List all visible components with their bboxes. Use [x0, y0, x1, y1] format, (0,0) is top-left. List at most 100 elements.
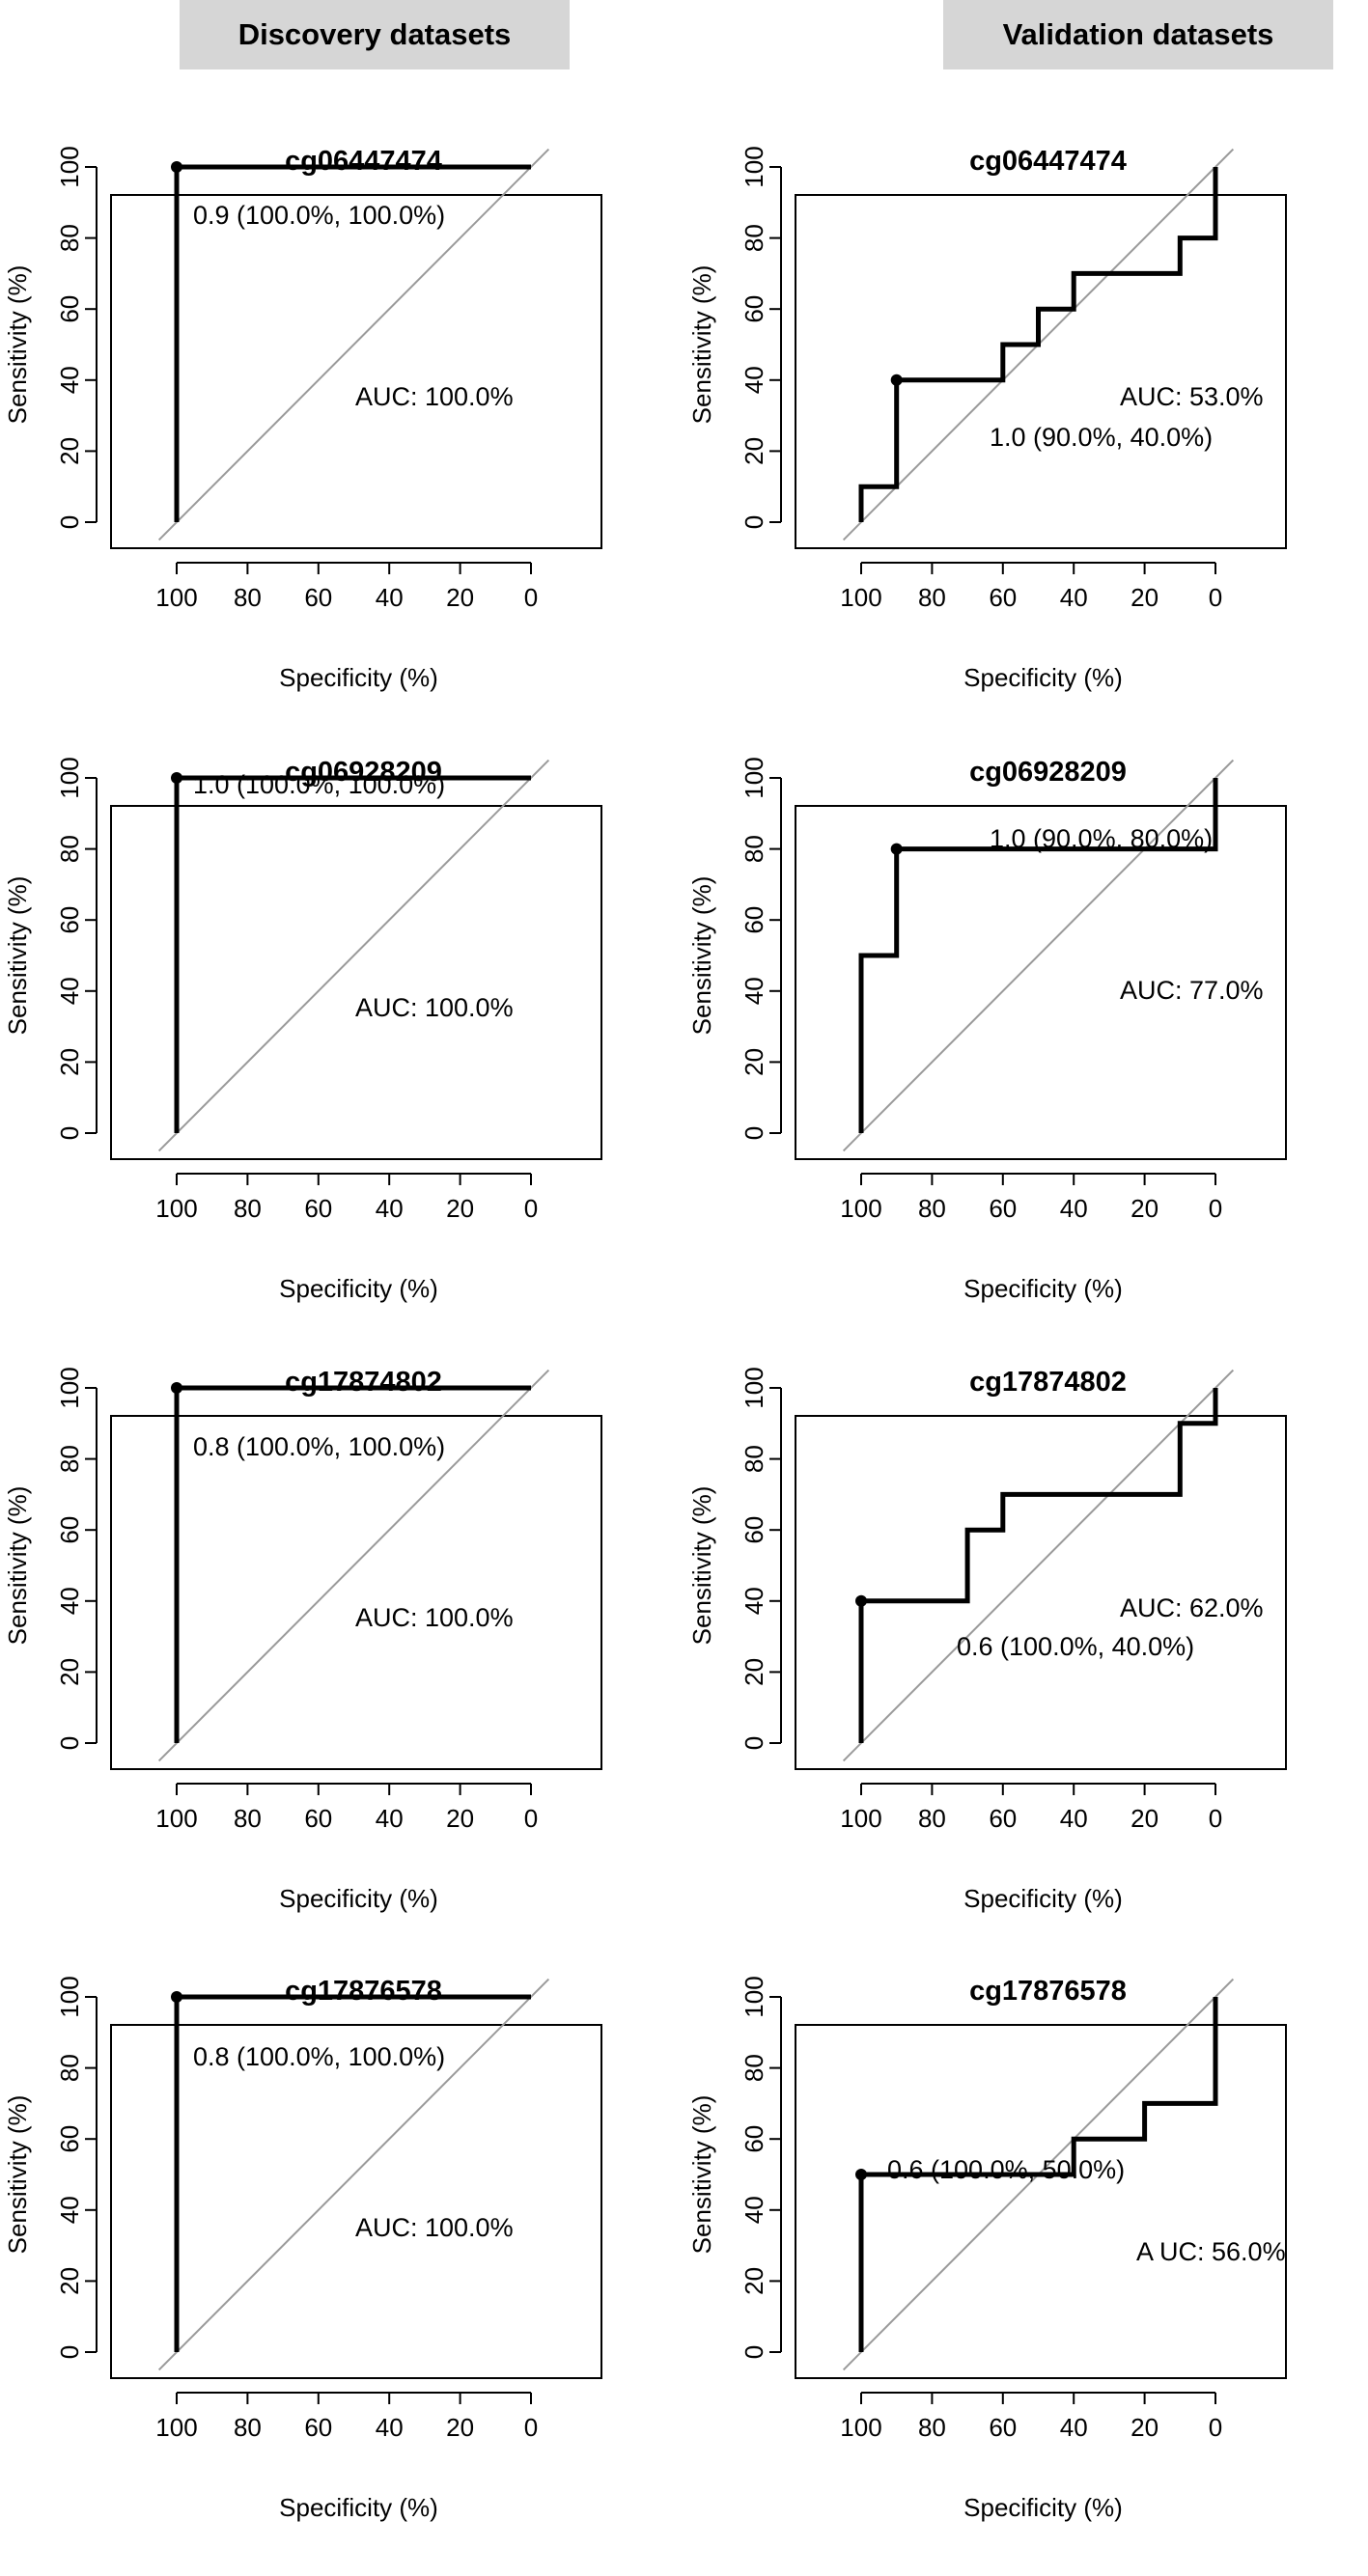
y-tick-label: 40 [740, 977, 768, 1005]
y-axis-title: Sensitivity (%) [687, 265, 716, 425]
reference-diagonal-line [157, 759, 550, 1152]
y-tick-label: 0 [55, 515, 84, 529]
roc-chart-cg06928209-discovery: cg06928209 0 20 40 60 80 100 100 80 60 40 20 0 Specif… [3, 757, 602, 1303]
threshold-label: 1.0 (90.0%, 40.0%) [990, 423, 1213, 452]
x-tick-label: 0 [524, 2413, 538, 2442]
auc-label: AUC: 100.0% [355, 382, 514, 411]
x-tick-label: 80 [234, 1804, 262, 1833]
x-tick-label: 60 [989, 1804, 1017, 1833]
x-tick-label: 60 [304, 1804, 332, 1833]
chart-title: cg06447474 [285, 146, 442, 177]
plot-frame [110, 194, 602, 549]
x-tick-label: 0 [1209, 1804, 1222, 1833]
auc-label: AUC: 62.0% [1120, 1593, 1264, 1622]
y-tick-label: 0 [55, 1736, 84, 1750]
x-tick-label: 20 [1131, 1804, 1159, 1833]
chart-title: cg17874802 [969, 1367, 1127, 1398]
x-tick-label: 20 [1131, 583, 1159, 612]
y-tick-label: 20 [740, 2267, 768, 2295]
x-tick-label: 40 [376, 583, 404, 612]
y-tick-label: 100 [740, 1367, 768, 1408]
y-tick-label: 60 [55, 1516, 84, 1544]
roc-curve-line [858, 1388, 1218, 1743]
threshold-point [171, 161, 182, 173]
reference-diagonal-line [157, 148, 550, 541]
roc-chart-cg17876578-discovery: cg17876578 0 20 40 60 80 100 100 80 60 40 20 0 Specif… [3, 1976, 602, 2522]
roc-curve-line [858, 167, 1218, 522]
y-axis-title: Sensitivity (%) [3, 2095, 32, 2255]
x-tick-label: 0 [1209, 2413, 1222, 2442]
y-tick-label: 60 [740, 1516, 768, 1544]
y-tick-label: 100 [55, 1367, 84, 1408]
x-tick-label: 60 [989, 1194, 1017, 1223]
y-tick-label: 100 [740, 1976, 768, 2017]
y-tick-label: 60 [55, 906, 84, 934]
x-tick-label: 100 [155, 1194, 197, 1223]
threshold-point [855, 1594, 867, 1607]
y-tick-label: 0 [740, 1736, 768, 1750]
y-tick-label: 60 [740, 2125, 768, 2153]
threshold-label: 1.0 (90.0%, 80.0%) [990, 824, 1213, 853]
plot-frame [795, 2024, 1287, 2379]
x-tick-label: 0 [1209, 583, 1222, 612]
x-axis-title: Specificity (%) [963, 1884, 1123, 1913]
discovery-datasets-header: Discovery datasets [180, 0, 570, 69]
threshold-label: 1.0 (100.0%, 100.0%) [193, 770, 445, 799]
x-axis-title: Specificity (%) [963, 1274, 1123, 1303]
y-tick-label: 40 [740, 1587, 768, 1615]
x-tick-label: 40 [1060, 583, 1088, 612]
auc-label: AUC: 77.0% [1120, 976, 1264, 1005]
threshold-point [890, 374, 903, 386]
y-axis-title: Sensitivity (%) [687, 876, 716, 1036]
y-tick-label: 100 [740, 146, 768, 187]
y-tick-label: 80 [55, 224, 84, 252]
x-tick-label: 0 [524, 1194, 538, 1223]
x-tick-label: 40 [1060, 2413, 1088, 2442]
y-tick-label: 80 [740, 1445, 768, 1473]
x-tick-label: 100 [840, 1194, 881, 1223]
y-tick-label: 100 [55, 757, 84, 798]
y-axis-title: Sensitivity (%) [3, 876, 32, 1036]
reference-diagonal-line [157, 1978, 550, 2371]
x-tick-label: 60 [304, 583, 332, 612]
x-tick-label: 100 [155, 2413, 197, 2442]
x-tick-label: 80 [234, 2413, 262, 2442]
x-tick-label: 80 [918, 1194, 946, 1223]
y-tick-label: 0 [55, 2345, 84, 2359]
roc-curve-line [858, 1997, 1218, 2352]
plot-frame [110, 1415, 602, 1770]
roc-chart-cg17874802-validation: cg17874802 0 20 40 60 80 100 100 80 60 40 20 0 Specif… [687, 1367, 1287, 1913]
x-axis-title: Specificity (%) [279, 2493, 438, 2522]
y-tick-label: 80 [55, 2054, 84, 2082]
x-tick-label: 0 [524, 1804, 538, 1833]
x-tick-label: 60 [989, 2413, 1017, 2442]
x-tick-label: 60 [989, 583, 1017, 612]
validation-datasets-header: Validation datasets [943, 0, 1333, 69]
roc-chart-cg06928209-validation: cg06928209 0 20 40 60 80 100 100 80 60 40 20 0 Specif… [687, 757, 1287, 1303]
x-tick-label: 20 [1131, 1194, 1159, 1223]
auc-label: A UC: 56.0% [1136, 2237, 1286, 2266]
y-tick-label: 80 [55, 1445, 84, 1473]
y-tick-label: 20 [55, 2267, 84, 2295]
y-tick-label: 60 [55, 295, 84, 323]
y-tick-label: 40 [740, 366, 768, 394]
chart-title: cg17876578 [285, 1976, 442, 2007]
x-tick-label: 100 [840, 1804, 881, 1833]
roc-chart-cg06447474-validation: cg06447474 0 20 40 60 80 100 100 80 60 40 20 0 Specif… [687, 146, 1287, 692]
x-tick-label: 20 [446, 1804, 474, 1833]
y-tick-label: 80 [740, 224, 768, 252]
x-axis-title: Specificity (%) [279, 1884, 438, 1913]
plot-frame [110, 2024, 602, 2379]
x-tick-label: 0 [524, 583, 538, 612]
x-tick-label: 40 [376, 1194, 404, 1223]
x-tick-label: 40 [1060, 1804, 1088, 1833]
y-tick-label: 20 [55, 437, 84, 465]
y-tick-label: 60 [740, 906, 768, 934]
x-tick-label: 100 [840, 583, 881, 612]
auc-label: AUC: 53.0% [1120, 382, 1264, 411]
y-tick-label: 100 [55, 146, 84, 187]
y-tick-label: 0 [740, 1126, 768, 1140]
y-axis-title: Sensitivity (%) [687, 1486, 716, 1646]
y-axis-title: Sensitivity (%) [3, 265, 32, 425]
x-tick-label: 40 [376, 2413, 404, 2442]
